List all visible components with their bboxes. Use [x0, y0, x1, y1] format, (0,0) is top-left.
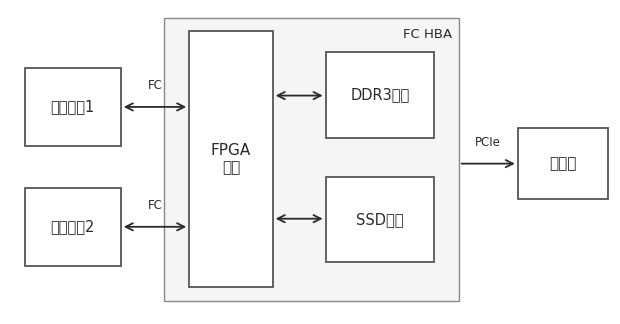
Bar [164, 18, 459, 301]
Text: SSD硬盘: SSD硬盘 [356, 212, 404, 227]
Bar [25, 188, 121, 266]
Text: FPGA
芯片: FPGA 芯片 [211, 143, 251, 175]
Text: 存储设备2: 存储设备2 [51, 219, 95, 234]
Text: 服务器: 服务器 [549, 156, 577, 171]
Text: PCIe: PCIe [475, 136, 501, 149]
Text: 存储设备1: 存储设备1 [51, 99, 95, 114]
Text: FC: FC [148, 79, 162, 92]
Text: FC HBA: FC HBA [404, 28, 453, 40]
Text: FC: FC [148, 199, 162, 212]
Bar [518, 128, 608, 199]
Bar [326, 52, 434, 138]
Bar [25, 68, 121, 146]
Bar [189, 31, 273, 287]
Bar [326, 177, 434, 262]
Text: DDR3主存: DDR3主存 [350, 87, 409, 102]
